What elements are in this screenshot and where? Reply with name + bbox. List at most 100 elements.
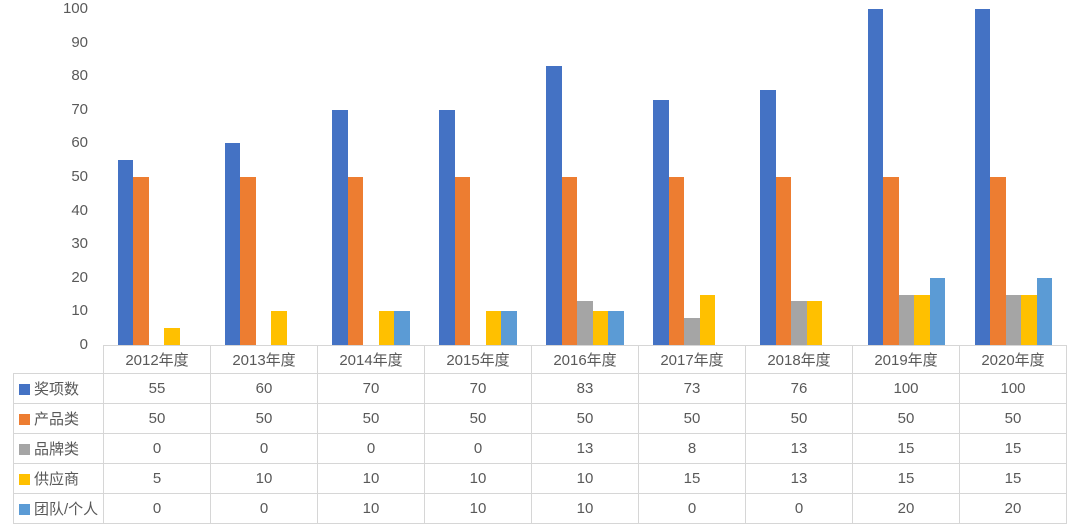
table-row-奖项数: 奖项数 55 60 70 70 83 73 76 100 100	[13, 373, 1067, 404]
bar-奖项数-2013年度	[224, 143, 241, 345]
legend-cell-供应商: 供应商	[13, 463, 104, 494]
value-cell-供应商-2015年度: 10	[424, 463, 532, 494]
column-header-2015年度: 2015年度	[424, 345, 532, 374]
bar-品牌类-2019年度	[898, 294, 915, 345]
bar-供应商-2016年度	[592, 311, 609, 345]
y-axis-tick-label: 10	[71, 302, 88, 320]
table-row-团队/个人: 团队/个人 0 0 10 10 10 0 0 20 20	[13, 493, 1067, 524]
value-cell-供应商-2020年度: 15	[959, 463, 1067, 494]
bar-产品类-2014年度	[347, 177, 364, 345]
y-axis-tick-label: 100	[62, 0, 88, 17]
legend-swatch-icon	[19, 474, 30, 485]
bar-产品类-2019年度	[883, 177, 899, 345]
bar-供应商-2020年度	[1021, 294, 1037, 345]
legend-swatch-icon	[19, 384, 30, 395]
value-cell-供应商-2012年度: 5	[103, 463, 211, 494]
bar-产品类-2017年度	[668, 177, 685, 345]
bar-品牌类-2020年度	[1005, 294, 1022, 345]
value-cell-产品类-2012年度: 50	[103, 403, 211, 434]
legend-cell-品牌类: 品牌类	[13, 433, 104, 464]
y-axis-tick-label: 20	[71, 268, 88, 286]
legend-swatch-icon	[19, 414, 30, 425]
value-cell-产品类-2018年度: 50	[745, 403, 853, 434]
bar-品牌类-2018年度	[791, 301, 807, 345]
column-header-2013年度: 2013年度	[210, 345, 318, 374]
chart-data-table: 2012年度 2013年度 2014年度 2015年度 2016年度 2017年度 2018…	[13, 345, 1067, 524]
value-cell-奖项数-2012年度: 55	[103, 373, 211, 404]
bar-团队/个人-2014年度	[394, 311, 410, 345]
y-axis-tick-label: 40	[71, 201, 88, 219]
value-cell-奖项数-2019年度: 100	[852, 373, 960, 404]
column-header-2019年度: 2019年度	[852, 345, 960, 374]
value-cell-产品类-2013年度: 50	[210, 403, 318, 434]
value-cell-供应商-2019年度: 15	[852, 463, 960, 494]
bar-奖项数-2016年度	[546, 66, 562, 345]
value-cell-奖项数-2015年度: 70	[424, 373, 532, 404]
value-cell-产品类-2016年度: 50	[531, 403, 639, 434]
series-name: 团队/个人	[34, 501, 99, 518]
bar-品牌类-2016年度	[577, 301, 593, 345]
bar-奖项数-2017年度	[653, 99, 669, 345]
table-corner-cell	[14, 346, 104, 374]
bar-产品类-2016年度	[561, 177, 578, 345]
value-cell-奖项数-2016年度: 83	[531, 373, 639, 404]
value-cell-品牌类-2014年度: 0	[317, 433, 425, 464]
bar-团队/个人-2016年度	[608, 311, 624, 345]
bar-供应商-2012年度	[164, 328, 180, 345]
legend-cell-团队/个人: 团队/个人	[13, 493, 104, 524]
value-cell-供应商-2014年度: 10	[317, 463, 425, 494]
series-name: 产品类	[34, 411, 80, 428]
bar-产品类-2020年度	[990, 177, 1006, 345]
legend-cell-奖项数: 奖项数	[13, 373, 104, 404]
bar-奖项数-2012年度	[117, 160, 134, 345]
legend-cell-产品类: 产品类	[13, 403, 104, 434]
table-row-品牌类: 品牌类 0 0 0 0 13 8 13 15 15	[13, 433, 1067, 464]
value-cell-产品类-2020年度: 50	[959, 403, 1067, 434]
y-axis-tick-label: 50	[71, 168, 88, 185]
bar-供应商-2017年度	[699, 294, 716, 345]
value-cell-团队/个人-2014年度: 10	[317, 493, 425, 524]
y-axis-tick-label: 30	[71, 235, 88, 253]
column-header-2017年度: 2017年度	[638, 345, 746, 374]
value-cell-品牌类-2018年度: 13	[745, 433, 853, 464]
bar-产品类-2013年度	[240, 177, 256, 345]
value-cell-团队/个人-2019年度: 20	[852, 493, 960, 524]
bar-产品类-2015年度	[454, 177, 471, 345]
value-cell-供应商-2018年度: 13	[745, 463, 853, 494]
value-cell-品牌类-2012年度: 0	[103, 433, 211, 464]
table-row-产品类: 产品类 50 50 50 50 50 50 50 50 50	[13, 403, 1067, 434]
y-axis-tick-label: 60	[71, 134, 88, 152]
column-header-2014年度: 2014年度	[317, 345, 425, 374]
value-cell-品牌类-2020年度: 15	[959, 433, 1067, 464]
value-cell-奖项数-2013年度: 60	[210, 373, 318, 404]
bar-奖项数-2014年度	[332, 109, 348, 345]
series-name: 供应商	[34, 471, 80, 488]
bar-供应商-2015年度	[485, 311, 502, 345]
y-axis-tick-label: 70	[71, 100, 88, 118]
plot-area	[117, 9, 1053, 345]
value-cell-品牌类-2013年度: 0	[210, 433, 318, 464]
value-cell-产品类-2019年度: 50	[852, 403, 960, 434]
bar-团队/个人-2019年度	[929, 277, 946, 345]
value-cell-团队/个人-2013年度: 0	[210, 493, 318, 524]
table-row-供应商: 供应商 5 10 10 10 10 15 13 15 15	[13, 463, 1067, 494]
bar-供应商-2013年度	[271, 311, 287, 345]
value-cell-团队/个人-2020年度: 20	[959, 493, 1067, 524]
y-axis-tick-label: 0	[79, 336, 88, 353]
column-header-2016年度: 2016年度	[531, 345, 639, 374]
legend-swatch-icon	[19, 504, 30, 515]
value-cell-奖项数-2020年度: 100	[959, 373, 1067, 404]
bar-品牌类-2017年度	[684, 318, 700, 345]
value-cell-团队/个人-2017年度: 0	[638, 493, 746, 524]
bar-团队/个人-2020年度	[1036, 277, 1053, 345]
bar-供应商-2019年度	[914, 294, 930, 345]
bar-奖项数-2020年度	[974, 9, 991, 345]
value-cell-奖项数-2014年度: 70	[317, 373, 425, 404]
bar-产品类-2018年度	[775, 177, 792, 345]
y-axis-tick-label: 90	[71, 33, 88, 51]
y-axis-tick-label: 80	[71, 67, 88, 85]
value-cell-供应商-2016年度: 10	[531, 463, 639, 494]
column-header-2020年度: 2020年度	[959, 345, 1067, 374]
value-cell-品牌类-2019年度: 15	[852, 433, 960, 464]
